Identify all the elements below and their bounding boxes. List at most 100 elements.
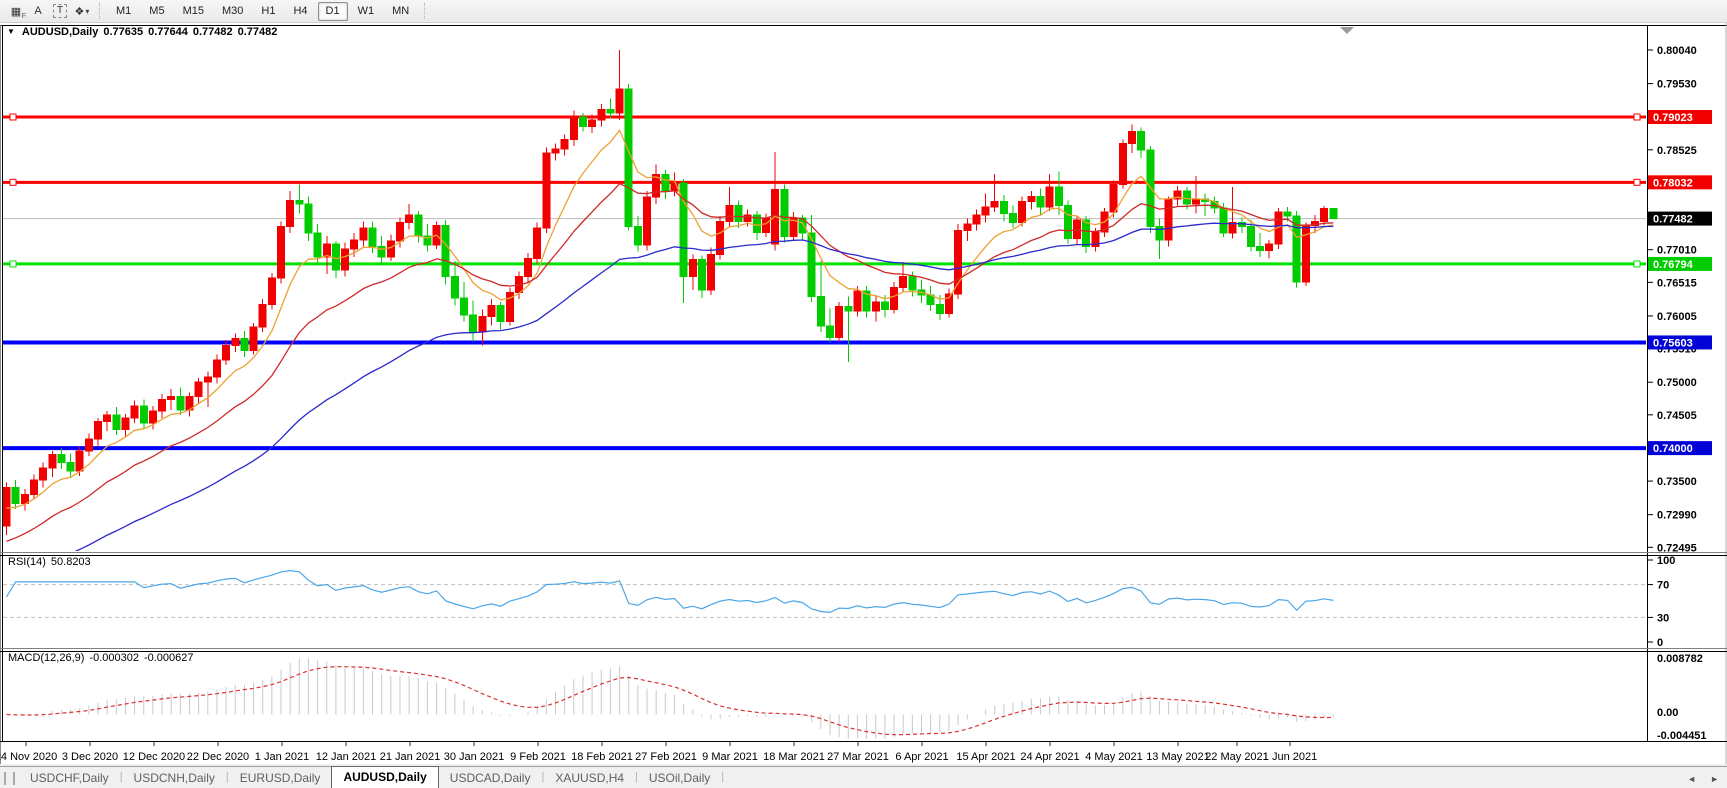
price-badge-label: 0.78032 [1653,177,1693,189]
indicator-scales: 100 70 30 0 0.008782 0.00 -0.004451 [1648,555,1707,742]
panel-borders [0,23,1727,764]
rsi-scale-label: 70 [1657,580,1669,592]
price-tick: 0.79530 [1657,79,1697,91]
timeframe-button-m5[interactable]: M5 [149,4,165,17]
date-label: 3 Dec 2020 [62,751,118,763]
price-tick: 0.78525 [1657,145,1697,157]
chart-background [0,23,1727,764]
line-handle[interactable] [9,260,17,268]
macd-signal-value: -0.000627 [143,652,194,664]
line-handle[interactable] [1633,178,1641,186]
price-tick: 0.73500 [1657,476,1697,488]
timeframe-button-d1[interactable]: D1 [317,1,348,21]
price-tick: 0.74505 [1657,410,1697,422]
ohlc-low: 0.77482 [192,26,233,38]
price-badge-label: 0.75603 [1653,337,1693,349]
timeframe-button-m1[interactable]: M1 [116,4,132,17]
price-badge [1648,211,1712,226]
date-label: 12 Jan 2021 [316,751,377,763]
text-label-icon[interactable]: T [50,2,70,20]
line-handle[interactable] [9,113,17,121]
rsi-scale-label: 30 [1657,612,1669,624]
date-label: 24 Nov 2020 [0,751,57,763]
tab-scroll-left-icon[interactable]: ◄ [1687,774,1697,784]
macd-panel[interactable] [6,658,1334,739]
tab-separator: | [635,770,638,783]
macd-indicator-label: MACD(12,26,9) -0.000302 -0.000627 [8,652,194,664]
line-handle[interactable] [1633,260,1641,268]
date-axis[interactable]: 24 Nov 2020 3 Dec 2020 12 Dec 2020 22 Dec 2… [0,742,1317,763]
line-handle[interactable] [1633,113,1641,121]
tab-audusd[interactable]: AUDUSD,Daily [331,766,439,788]
date-label: 9 Feb 2021 [510,751,566,763]
rsi-scale-label: 0 [1657,637,1663,649]
date-label: 27 Mar 2021 [827,751,889,763]
price-tick: 0.72990 [1657,510,1697,522]
price-badge [1648,175,1712,190]
top-toolbar: ▦ F A T ❖ ▾ M1 M5 M15 M30 H1 H4 D1 W1 MN [0,0,1727,23]
date-label: 15 Apr 2021 [956,751,1015,763]
rsi-indicator-label: RSI(14) 50.8203 [8,556,91,568]
tab-scroll-right-icon[interactable]: ► [1710,774,1719,784]
rsi-value: 50.8203 [50,556,91,568]
collapse-triangle-icon[interactable]: ▼ [7,27,15,36]
ohlc-high: 0.77644 [148,26,188,38]
indicators-grid-icon[interactable]: ▦ F [10,5,26,21]
tabbar-grip[interactable] [4,772,15,785]
toolbar-separator [99,3,101,19]
rsi-line [5,569,1334,614]
timeframe-button-h4[interactable]: H4 [293,4,308,17]
price-axis[interactable]: 0.80040 0.79530 0.78525 0.77010 0.76515 0.760… [1648,45,1712,554]
price-tick: 0.77010 [1657,245,1697,257]
timeframe-button-w1[interactable]: W1 [357,4,375,17]
price-badge [1648,441,1712,456]
date-label: 24 Apr 2021 [1020,751,1079,763]
price-tick: 0.72495 [1657,542,1697,554]
date-label: 22 May 2021 [1205,751,1269,763]
dropdown-caret-icon[interactable]: ▾ [85,6,90,16]
tab-separator: | [225,770,229,783]
tab-scroll-arrows[interactable]: ◄ ► [1673,774,1719,784]
tab-usdcnh[interactable]: USDCNH,Daily [133,771,215,785]
shapes-icon[interactable]: ❖ ▾ [74,5,90,18]
macd-scale-label: 0.00 [1657,707,1678,719]
macd-scale-label: 0.008782 [1657,653,1703,665]
mid-ma-line [6,182,1334,543]
tab-usdcad[interactable]: USDCAD,Daily [449,771,531,785]
rsi-panel[interactable] [3,569,1646,618]
line-handle[interactable] [9,178,17,186]
timeframe-button-m15[interactable]: M15 [182,4,204,17]
date-label: 12 Dec 2020 [123,751,185,763]
price-badge [1648,110,1712,124]
fast-ma-line [6,129,1334,509]
tab-usoil[interactable]: USOil,Daily [648,771,711,785]
cursor-a-icon[interactable]: A [34,5,42,17]
date-label: 6 Apr 2021 [895,751,948,763]
price-panel[interactable] [3,49,1646,579]
date-label: 21 Jan 2021 [380,751,441,763]
date-label: 9 Mar 2021 [702,751,758,763]
date-label: 1 Jan 2021 [255,751,309,763]
date-label: 22 Dec 2020 [187,751,249,763]
tab-xauusd[interactable]: XAUUSD,H4 [555,771,625,785]
date-label: 1 Jun 2021 [1263,751,1317,763]
tab-eurusd[interactable]: EURUSD,Daily [239,771,321,785]
ohlc-close: 0.77482 [237,26,278,38]
timeframe-button-h1[interactable]: H1 [261,4,276,17]
price-badge-label: 0.76794 [1653,259,1694,271]
chart-canvas[interactable]: 0.80040 0.79530 0.78525 0.77010 0.76515 0.760… [0,23,1727,764]
rsi-name: RSI(14) [8,556,46,568]
date-label: 18 Feb 2021 [571,751,633,763]
tab-usdchf[interactable]: USDCHF,Daily [30,771,109,785]
slow-ma-line [74,222,1334,551]
rsi-scale-label: 100 [1657,555,1675,567]
macd-signal-line [6,666,1334,736]
timeframe-button-mn[interactable]: MN [392,4,410,17]
price-tick: 0.80040 [1657,45,1697,57]
date-label: 4 May 2021 [1085,751,1142,763]
price-tick: 0.75000 [1657,377,1697,389]
timeframe-button-m30[interactable]: M30 [221,4,244,17]
ohlc-open: 0.77635 [103,26,144,38]
shift-marker-icon[interactable] [1340,27,1354,34]
date-label: 13 May 2021 [1146,751,1210,763]
